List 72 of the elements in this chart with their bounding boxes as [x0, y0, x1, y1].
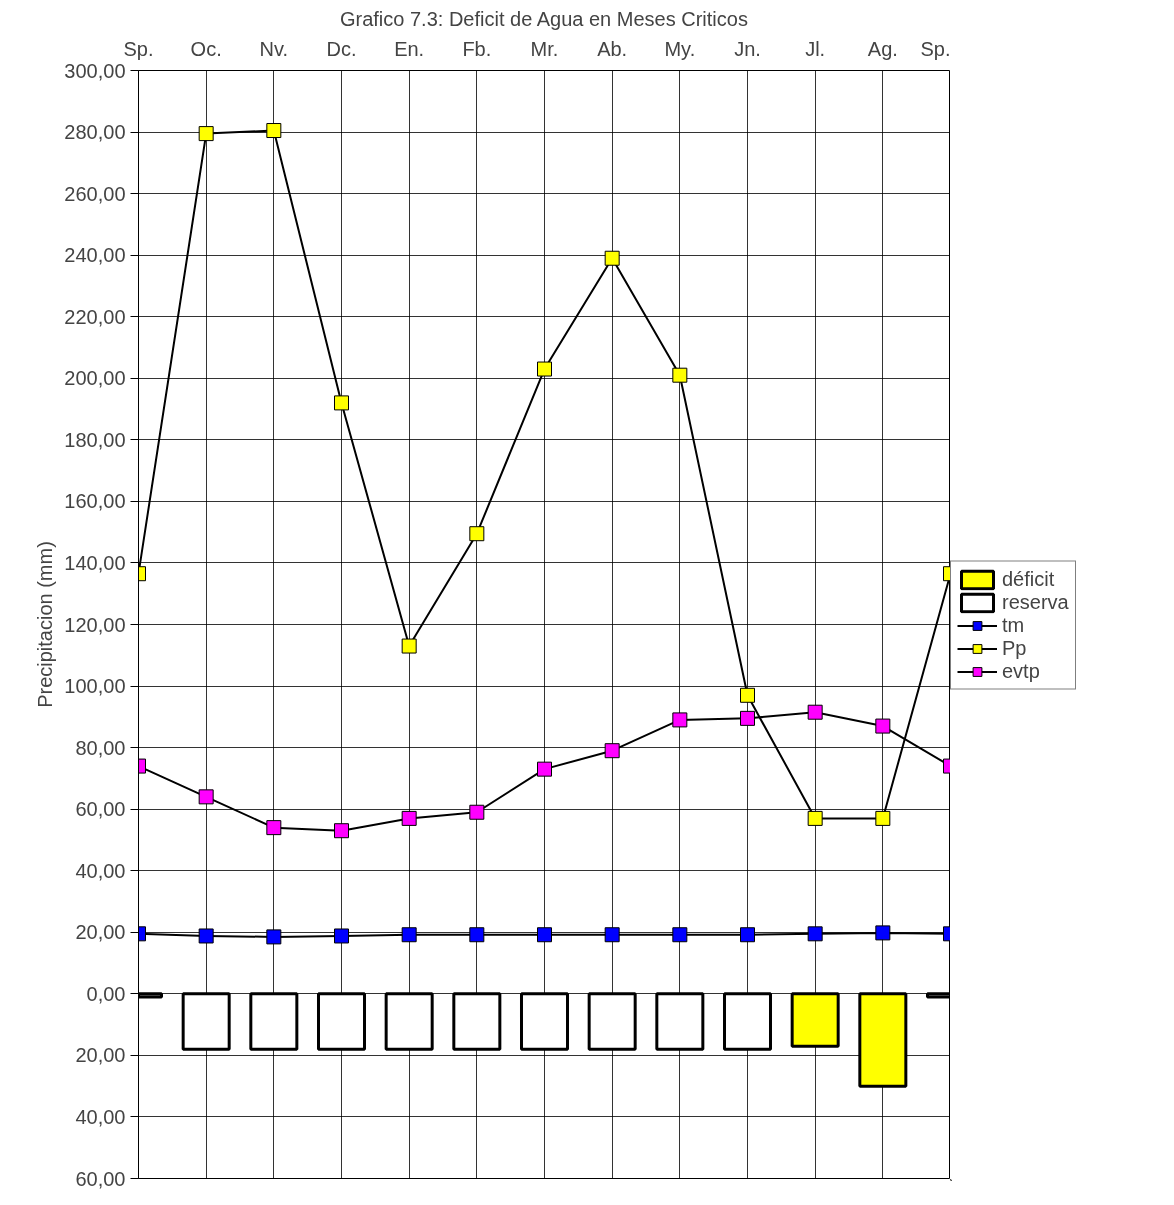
- point: [469, 927, 485, 943]
- point: [604, 927, 620, 943]
- x-tick-label: Sp.: [920, 37, 951, 60]
- legend-label: Pp: [1002, 636, 1027, 660]
- point: [875, 810, 891, 826]
- x-tick-label: Fb.: [462, 37, 492, 60]
- x-tick-label: Ag.: [867, 37, 898, 60]
- y-tick-label: 60,00: [75, 798, 126, 821]
- y-tick-label: 260,00: [64, 182, 126, 205]
- x-tick-label: Sp.: [123, 37, 154, 60]
- legend-label: evtp: [1002, 659, 1040, 683]
- point: [672, 367, 688, 383]
- point: [469, 526, 485, 542]
- point: [537, 927, 552, 943]
- point: [875, 925, 891, 941]
- point: [672, 927, 688, 943]
- y-tick-label: 140,00: [64, 551, 126, 574]
- y-tick-label: 100,00: [64, 675, 126, 698]
- y-tick-label: 20,00: [75, 1044, 126, 1067]
- point: [604, 743, 620, 759]
- x-tick-label: Nv.: [259, 37, 289, 60]
- y-tick-label: 0,00: [86, 982, 126, 1005]
- y-axis-title: Precipitacion (mm): [34, 541, 57, 708]
- x-tick-label: Oc.: [190, 37, 222, 60]
- x-tick-label: Jl.: [805, 37, 826, 60]
- point: [672, 712, 688, 728]
- y-tick-label: 20,00: [75, 921, 126, 944]
- point: [537, 361, 552, 377]
- point: [807, 704, 823, 720]
- point: [740, 687, 755, 703]
- point: [266, 820, 282, 836]
- y-tick-label: 40,00: [75, 859, 126, 882]
- x-tick-label: Mr.: [530, 37, 559, 60]
- point: [807, 926, 823, 942]
- legend-label: déficit: [1002, 567, 1055, 591]
- point: [537, 761, 552, 777]
- point: [266, 929, 282, 945]
- y-tick-label: 180,00: [64, 428, 126, 451]
- point: [740, 710, 755, 726]
- x-tick-label: En.: [394, 37, 425, 60]
- y-tick-label: 160,00: [64, 490, 126, 513]
- point: [875, 718, 891, 734]
- point: [198, 126, 214, 142]
- point: [740, 927, 755, 943]
- y-tick-label: 280,00: [64, 121, 126, 144]
- point: [807, 810, 823, 826]
- point: [401, 638, 417, 654]
- point: [604, 250, 620, 266]
- y-tick-label: 40,00: [75, 1105, 126, 1128]
- point: [198, 789, 214, 805]
- x-tick-label: Ab.: [597, 37, 628, 60]
- y-tick-label: 200,00: [64, 367, 126, 390]
- point: [469, 804, 485, 820]
- y-tick-label: 220,00: [64, 305, 126, 328]
- legend-label: tm: [1002, 613, 1025, 637]
- point: [266, 123, 282, 139]
- y-tick-label: 80,00: [75, 736, 126, 759]
- x-tick-label: Dc.: [326, 37, 357, 60]
- point: [401, 927, 417, 943]
- y-tick-label: 240,00: [64, 244, 126, 267]
- y-tick-label: 120,00: [64, 613, 126, 636]
- x-tick-label: Jn.: [734, 37, 761, 60]
- y-tick-label: 60,00: [75, 1167, 126, 1190]
- point: [401, 810, 417, 826]
- point: [334, 395, 349, 411]
- x-tick-label: My.: [664, 37, 696, 60]
- point: [334, 928, 349, 944]
- legend-label: reserva: [1002, 590, 1069, 614]
- point: [334, 823, 349, 839]
- y-tick-label: 300,00: [64, 59, 126, 82]
- point: [198, 928, 214, 944]
- chart-title: Grafico 7.3: Deficit de Agua en Meses Criticos: [339, 7, 748, 30]
